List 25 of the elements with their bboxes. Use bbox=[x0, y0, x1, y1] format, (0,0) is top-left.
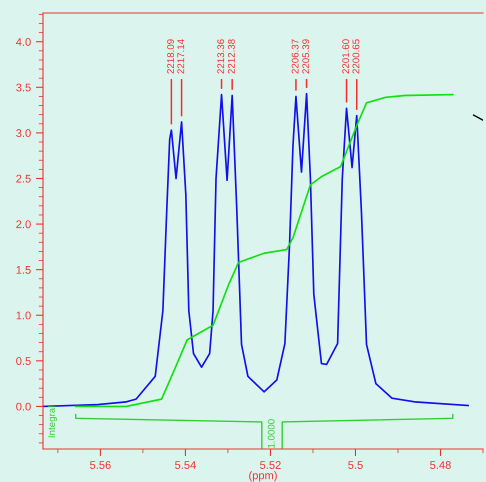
x-tick-label: 5.48 bbox=[430, 461, 451, 469]
annotation: 1.0000 bbox=[268, 419, 275, 448]
annotation: 2200.65 bbox=[352, 39, 360, 74]
annotation: 2218.09 bbox=[167, 39, 174, 74]
x-axis-title: (ppm) bbox=[249, 471, 277, 482]
x-tick-label: 5.52 bbox=[260, 461, 281, 469]
y-tick-label: 1.0 bbox=[16, 312, 31, 320]
annotation: Integral bbox=[48, 406, 58, 438]
y-tick-label: 1.5 bbox=[16, 266, 31, 274]
annotation: 2213.36 bbox=[217, 39, 224, 74]
y-tick-label: 3.0 bbox=[16, 129, 31, 138]
y-tick-label: 4.0 bbox=[16, 38, 31, 46]
annotation: 2217.14 bbox=[177, 39, 184, 74]
y-tick-label: 2.0 bbox=[16, 220, 31, 228]
x-tick-label: 5.54 bbox=[175, 461, 196, 469]
y-tick-label: 3.5 bbox=[16, 84, 31, 92]
annotation: 2212.38 bbox=[228, 39, 235, 74]
x-tick-label: 5.5 bbox=[348, 461, 363, 469]
y-tick-label: 0.5 bbox=[16, 357, 31, 365]
y-tick-label: 0.0 bbox=[16, 402, 31, 411]
y-tick-label: 2.5 bbox=[16, 174, 31, 183]
annotation: 2206.37 bbox=[292, 39, 299, 74]
annotation: 2201.60 bbox=[342, 39, 350, 74]
annotation: 2205.39 bbox=[302, 39, 310, 74]
x-tick-label: 5.56 bbox=[90, 461, 111, 469]
